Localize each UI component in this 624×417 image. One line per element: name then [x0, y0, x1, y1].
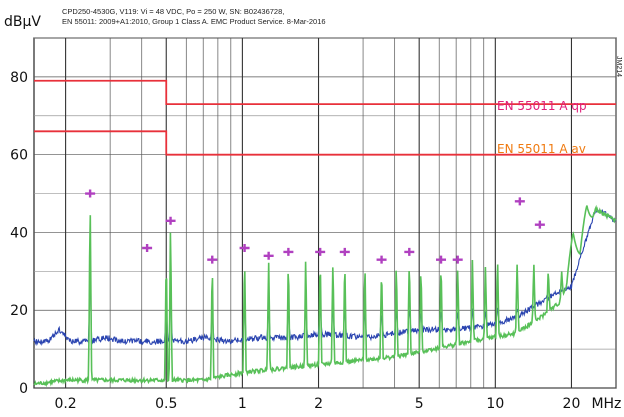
peak-marker [534, 220, 545, 229]
x-tick-label: 0.5 [155, 396, 177, 412]
x-tick-label: 20 [563, 396, 581, 412]
peak-marker [339, 247, 350, 256]
x-axis-label: MHz [591, 396, 621, 412]
y-axis-label: dBµV [4, 14, 41, 30]
peak-marker [404, 247, 415, 256]
peak-marker [315, 247, 326, 256]
peak-marker [142, 244, 153, 252]
x-tick-label: 5 [415, 396, 424, 412]
peak-marker [85, 189, 96, 198]
peak-marker [452, 255, 463, 264]
peak-marker [283, 247, 294, 256]
limit-label-av: EN 55011 A av [497, 142, 586, 156]
limit-line-1 [34, 79, 616, 106]
y-tick-label: 40 [10, 225, 28, 241]
peak-marker [514, 197, 525, 206]
peak-marker [165, 216, 176, 225]
peak-marker [376, 255, 387, 264]
chart-subtitle: EN 55011: 2009+A1:2010, Group 1 Class A.… [62, 17, 326, 26]
side-code: JM214 [615, 56, 622, 77]
peak-marker [263, 251, 274, 260]
peak-marker [239, 244, 250, 252]
chart-subtitle: CPD250-4530G, V119: Vi = 48 VDC, Po = 25… [62, 7, 284, 16]
x-tick-label: 0.2 [54, 396, 76, 412]
limit-label-qp: EN 55011 A qp [497, 99, 587, 113]
y-tick-label: 20 [10, 303, 28, 319]
peak-marker [207, 255, 218, 264]
x-tick-label: 1 [238, 396, 247, 412]
x-tick-label: 10 [486, 396, 504, 412]
y-tick-label: 60 [10, 148, 28, 164]
x-tick-label: 2 [314, 396, 323, 412]
series-line-2 [33, 204, 617, 388]
limit-line-2 [34, 130, 616, 156]
y-tick-label: 80 [10, 70, 28, 86]
y-tick-label: 0 [19, 381, 28, 397]
peak-marker [436, 255, 447, 264]
